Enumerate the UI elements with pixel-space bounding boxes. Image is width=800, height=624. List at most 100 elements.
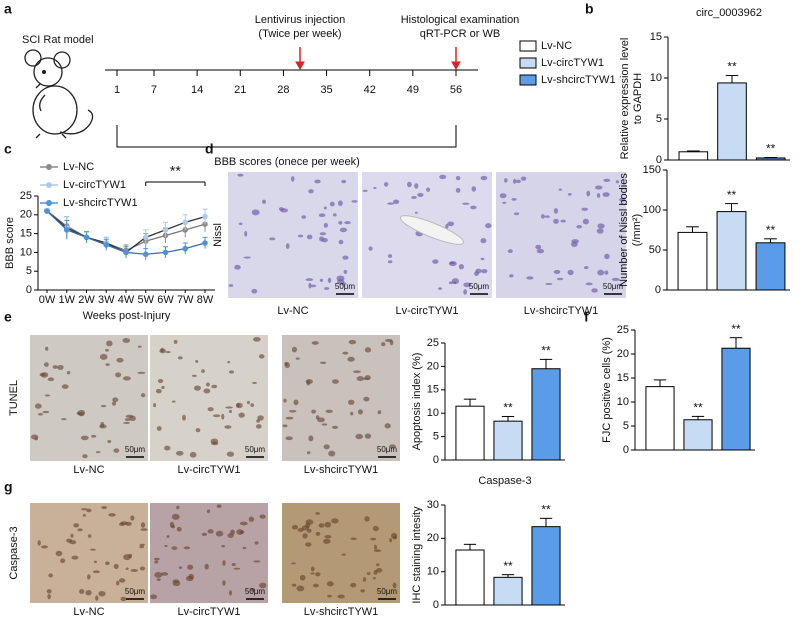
cell bbox=[259, 514, 266, 519]
cell bbox=[362, 577, 367, 582]
cell bbox=[389, 538, 393, 543]
cell bbox=[356, 376, 365, 382]
cell bbox=[306, 234, 313, 240]
cell bbox=[348, 399, 355, 405]
cell bbox=[139, 543, 146, 546]
cell bbox=[323, 206, 327, 210]
cell bbox=[567, 193, 572, 196]
cell bbox=[255, 424, 262, 429]
cell bbox=[30, 434, 39, 440]
cell bbox=[323, 444, 330, 450]
cell bbox=[41, 545, 48, 549]
y-tick-label: 10 bbox=[427, 407, 439, 419]
cell bbox=[165, 350, 171, 354]
cell bbox=[462, 202, 470, 205]
annotation: Histological examination bbox=[401, 14, 520, 26]
bar bbox=[677, 231, 708, 291]
cell bbox=[55, 550, 63, 557]
cell bbox=[42, 410, 50, 414]
caption: Lv-circTYW1 bbox=[178, 606, 241, 618]
cell bbox=[363, 396, 370, 402]
cell bbox=[293, 399, 299, 406]
cell bbox=[156, 426, 162, 431]
significance: ** bbox=[693, 401, 703, 415]
cell bbox=[216, 504, 222, 509]
cell bbox=[602, 192, 610, 197]
cell bbox=[191, 374, 197, 377]
cell bbox=[299, 574, 306, 581]
cell bbox=[376, 563, 380, 567]
cell bbox=[458, 263, 464, 270]
cell bbox=[439, 174, 447, 180]
cell bbox=[327, 594, 332, 598]
cell bbox=[106, 340, 113, 347]
cell bbox=[582, 218, 589, 225]
cell bbox=[553, 208, 559, 214]
cell bbox=[206, 509, 211, 514]
cell bbox=[112, 397, 119, 403]
cell bbox=[576, 224, 583, 229]
cell bbox=[544, 215, 550, 218]
cell bbox=[377, 410, 382, 415]
significance: ** bbox=[766, 223, 776, 237]
cell bbox=[285, 436, 293, 441]
y-tick-label: 5 bbox=[623, 420, 629, 432]
cell bbox=[169, 521, 175, 528]
y-tick-label: 20 bbox=[617, 348, 629, 360]
cell bbox=[311, 341, 319, 345]
cell bbox=[474, 271, 479, 277]
annotation: (Twice per week) bbox=[258, 28, 341, 40]
cell bbox=[364, 516, 370, 522]
legend-label: Lv-NC bbox=[541, 40, 572, 52]
scale-label: 50μm bbox=[245, 587, 266, 596]
cell bbox=[350, 411, 354, 416]
y-tick-label: 0 bbox=[655, 284, 661, 296]
cell bbox=[323, 222, 328, 228]
cell bbox=[324, 535, 332, 539]
cell bbox=[604, 253, 610, 260]
y-tick-label: 20 bbox=[427, 532, 439, 544]
bar bbox=[455, 405, 485, 461]
cell bbox=[201, 369, 205, 373]
cell bbox=[161, 385, 165, 390]
cell bbox=[540, 214, 545, 219]
cell bbox=[246, 400, 250, 405]
cell bbox=[236, 529, 244, 535]
cell bbox=[129, 415, 136, 422]
cell bbox=[235, 402, 243, 409]
cell bbox=[204, 563, 209, 570]
bar bbox=[721, 347, 751, 451]
cell bbox=[364, 433, 372, 439]
arrow bbox=[295, 47, 461, 71]
y-axis-label: Apoptosis index (%) bbox=[411, 353, 423, 451]
day-label: 56 bbox=[450, 84, 462, 96]
cell bbox=[314, 179, 321, 184]
significance: ** bbox=[727, 60, 737, 74]
cell bbox=[485, 223, 492, 229]
cell bbox=[291, 346, 298, 353]
cell bbox=[175, 450, 184, 456]
cell bbox=[351, 200, 358, 203]
cell bbox=[226, 451, 235, 457]
cell bbox=[210, 438, 219, 445]
cell bbox=[364, 375, 371, 381]
cell bbox=[291, 583, 297, 587]
point bbox=[142, 234, 149, 241]
cell bbox=[248, 516, 255, 522]
cell bbox=[336, 275, 345, 282]
cell bbox=[535, 244, 542, 250]
cell bbox=[341, 179, 347, 184]
cell bbox=[113, 448, 120, 453]
y-tick-label: 10 bbox=[20, 246, 32, 258]
cell bbox=[82, 514, 86, 517]
cell bbox=[302, 533, 308, 539]
cell bbox=[407, 181, 412, 188]
cell bbox=[113, 563, 119, 569]
annotation: Lentivirus injection bbox=[255, 14, 346, 26]
y-tick-label: 10 bbox=[427, 566, 439, 578]
bar bbox=[493, 576, 523, 606]
cell bbox=[231, 562, 236, 567]
cell bbox=[164, 545, 168, 548]
cell bbox=[311, 409, 316, 414]
cell bbox=[591, 288, 598, 293]
